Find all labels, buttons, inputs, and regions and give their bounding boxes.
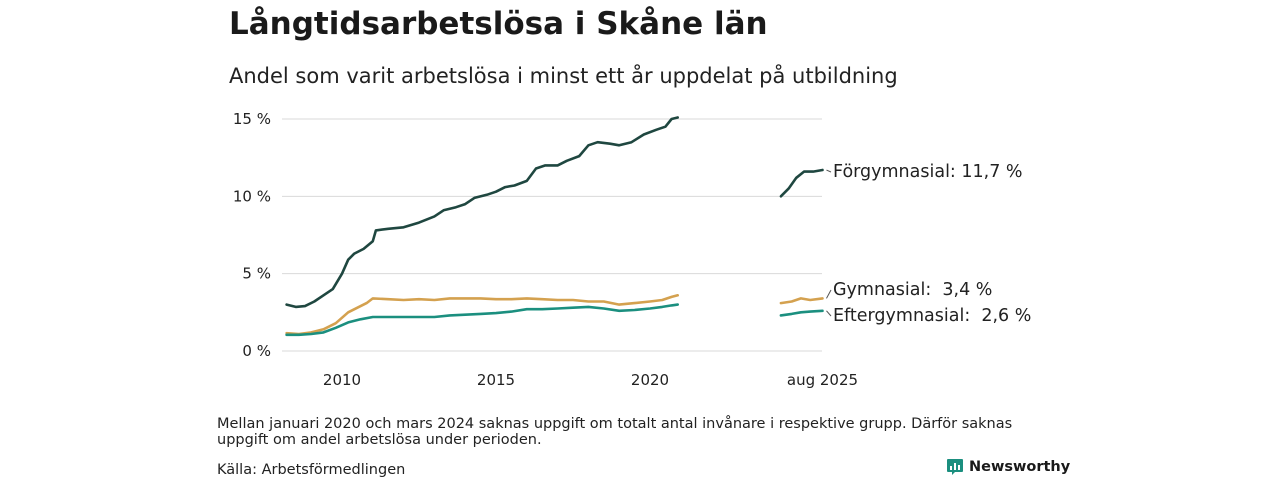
label-leader-line [826,169,832,173]
newsworthy-logo[interactable]: Newsworthy [946,458,1070,476]
label-leader-line [826,310,832,317]
footnote: Mellan januari 2020 och mars 2024 saknas… [217,416,1013,448]
y-tick-label: 5 % [242,265,271,283]
series-line-eftergymnasial [285,303,679,337]
x-tick-label: 2020 [631,371,669,389]
brand-name: Newsworthy [969,459,1071,475]
series-line-gymnasial [285,294,679,336]
y-tick-label: 15 % [233,110,271,128]
series-line-gymnasial [779,297,824,305]
y-tick-label: 0 % [242,342,271,360]
source-text: Källa: Arbetsförmedlingen [217,462,406,478]
x-tick-label: aug 2025 [787,371,858,389]
series-label: Eftergymnasial: 2,6 % [833,306,1031,326]
chart-subtitle: Andel som varit arbetslösa i minst ett å… [229,64,898,88]
chart-title: Långtidsarbetslösa i Skåne län [229,6,768,42]
series-line-förgymnasial [285,116,679,309]
series-line-förgymnasial [779,168,824,198]
y-tick-label: 10 % [233,187,271,205]
series-label: Förgymnasial: 11,7 % [833,162,1023,182]
x-tick-label: 2015 [477,371,515,389]
x-tick-label: 2010 [323,371,361,389]
bar-chart-icon [947,459,963,475]
series-label: Gymnasial: 3,4 % [833,280,992,300]
series-line-eftergymnasial [779,309,824,317]
label-leader-line [826,289,832,299]
